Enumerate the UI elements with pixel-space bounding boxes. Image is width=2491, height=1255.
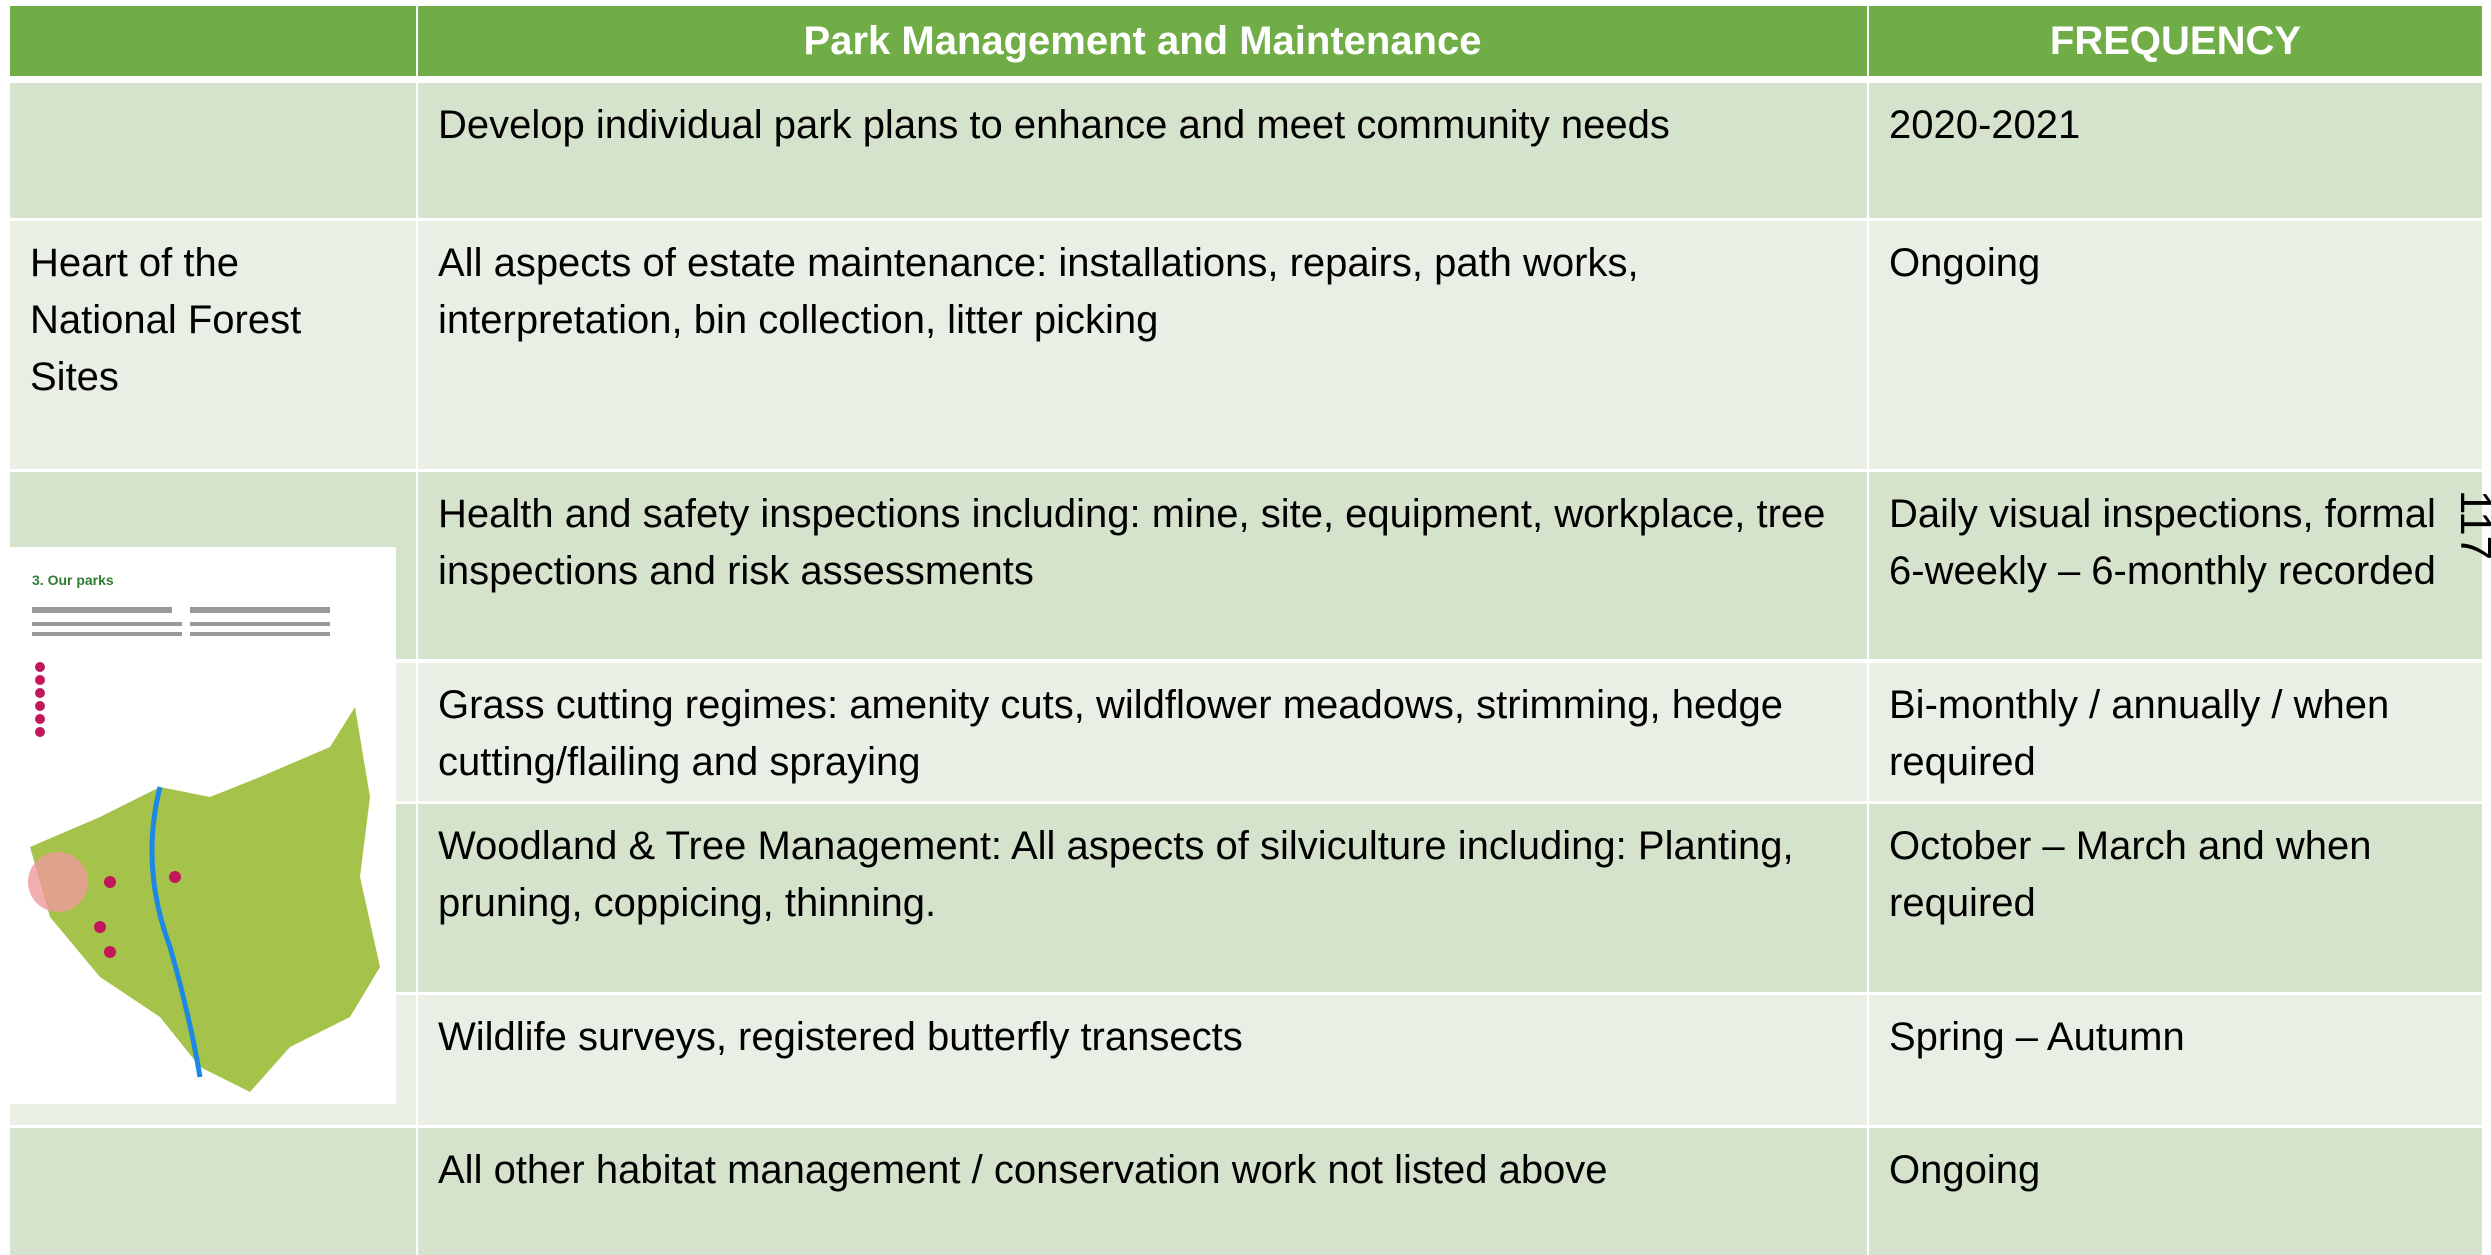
site-cell: Heart of the National Forest Sites <box>10 221 416 469</box>
empty-cell <box>10 83 416 218</box>
empty-cell <box>10 1128 416 1255</box>
task-cell: Woodland & Tree Management: All aspects … <box>418 804 1867 992</box>
frequency-cell: October – March and when required <box>1869 804 2482 992</box>
frequency-cell: Ongoing <box>1869 221 2482 469</box>
task-cell: Grass cutting regimes: amenity cuts, wil… <box>418 663 1867 801</box>
page: Park Management and Maintenance FREQUENC… <box>0 0 2491 1255</box>
page-number: 117 <box>2450 490 2491 560</box>
frequency-cell: 2020-2021 <box>1869 83 2482 218</box>
frequency-cell: Spring – Autumn <box>1869 995 2482 1125</box>
task-cell: Wildlife surveys, registered butterfly t… <box>418 995 1867 1125</box>
header-cell <box>10 6 416 76</box>
task-cell: All other habitat management / conservat… <box>418 1128 1867 1255</box>
task-cell: All aspects of estate maintenance: insta… <box>418 221 1867 469</box>
task-cell: Develop individual park plans to enhance… <box>418 83 1867 218</box>
task-cell: Health and safety inspections including:… <box>418 472 1867 659</box>
frequency-cell: Daily visual inspections, formal 6-weekl… <box>1869 472 2482 659</box>
header-task: Park Management and Maintenance <box>418 6 1867 76</box>
header-frequency: FREQUENCY <box>1869 6 2482 76</box>
map-image: 3. Our parks <box>10 547 396 1104</box>
frequency-cell: Bi-monthly / annually / when required <box>1869 663 2482 801</box>
frequency-cell: Ongoing <box>1869 1128 2482 1255</box>
map-caption: 3. Our parks <box>32 572 114 588</box>
